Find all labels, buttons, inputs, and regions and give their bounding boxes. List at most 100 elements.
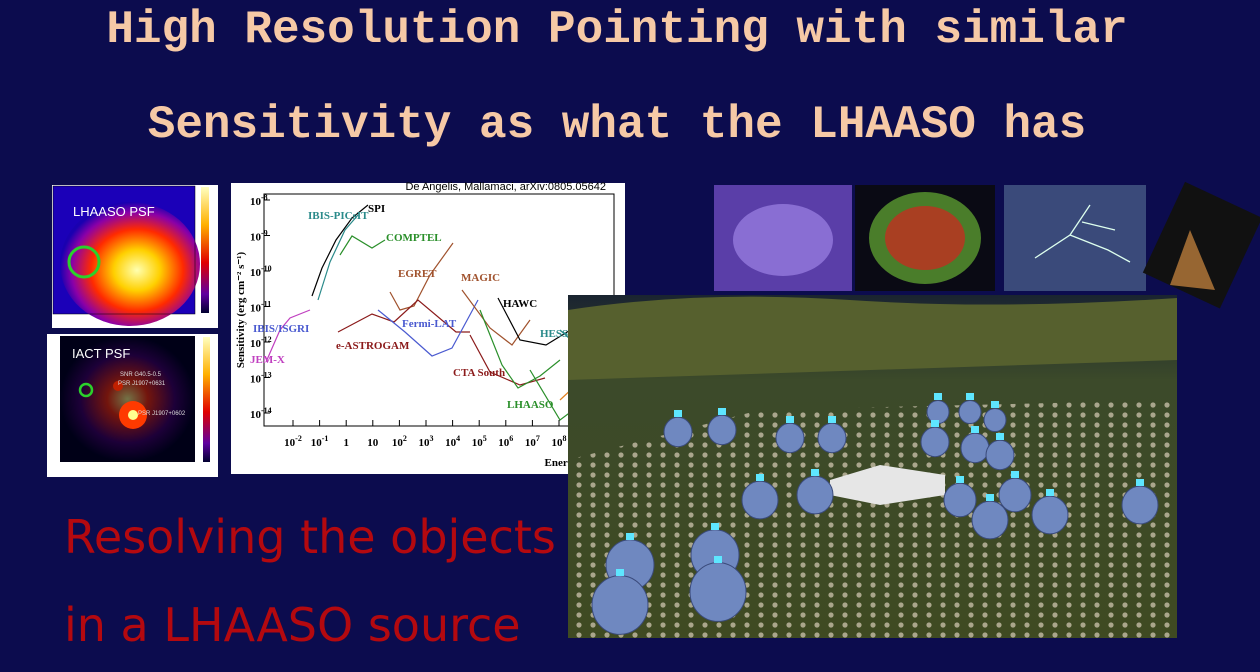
tick-base: 10 [419,437,431,449]
tick-base: 10 [525,437,537,449]
tick-exponent: 2 [403,434,407,443]
caption-line: in a LHAASO source [64,598,521,652]
tick-exponent: -8 [261,193,268,202]
tick-exponent: -11 [261,300,271,309]
telescope-camera [711,523,719,530]
telescope-camera [991,401,999,408]
telescope-camera [971,426,979,433]
tick-base: 10 [284,437,296,449]
tick-label: 104 [445,434,460,449]
telescope-camera [966,393,974,400]
telescope-camera [986,494,994,501]
instrument-label: EGRET [398,268,437,280]
y-axis-label: Sensitivity (erg cm⁻² s⁻¹) [235,252,247,369]
tick-label: 10-8 [250,193,268,208]
telescope-camera [996,433,1004,440]
title-line: Sensitivity as what the LHAASO has [148,99,1087,151]
tick-exponent: 7 [536,434,540,443]
telescope-camera [616,569,624,576]
tick-base: 10 [250,338,262,350]
tick-base: 10 [311,437,323,449]
constellation-lines [1034,204,1131,263]
telescope-dish [689,562,747,622]
telescope-camera [714,556,722,563]
instrument-label: Fermi-LAT [402,318,457,330]
telescope-dish [1031,495,1069,535]
tick-base: 10 [472,437,484,449]
tick-label: 10-2 [284,434,302,449]
tick-label: 107 [525,434,540,449]
tick-base: 10 [498,437,510,449]
lhaaso-psf-panel: LHAASO PSF [52,185,218,328]
telescope-camera [718,408,726,415]
telescope-dish [1121,485,1159,525]
tick-base: 10 [250,409,262,421]
instrument-label: IBIS-PICsIT [308,210,369,222]
tick-label: 10-11 [250,300,271,315]
array-render [568,295,1177,638]
tick-exponent: 6 [509,434,513,443]
telescope-camera [756,474,764,481]
telescope-camera [934,393,942,400]
remnant-core [885,206,965,270]
telescope-camera [828,416,836,423]
tick-label: 10-1 [311,434,329,449]
telescope-dish [663,416,693,448]
tick-base: 10 [392,437,404,449]
tick-base: 10 [250,232,262,244]
tick-label: 10-10 [250,264,272,279]
tick-label: 105 [472,434,487,449]
citation: De Angelis, Mallamaci, arXiv:0805.05642 [405,181,606,193]
telescope-camera [674,410,682,417]
tick-exponent: -13 [261,371,272,380]
tick-label: 1 [343,437,349,449]
tick-base: 10 [552,437,564,449]
telescope-camera [1136,479,1144,486]
tick-label: 10-13 [250,371,272,386]
tick-exponent: -9 [261,229,268,238]
instrument-label: e-ASTROGAM [336,340,410,352]
tick-label: 108 [552,434,567,449]
telescope-dish [591,575,649,635]
instrument-label: JEM-X [250,354,285,366]
telescope-dish [817,422,847,454]
tick-exponent: -10 [261,264,272,273]
source-label: SNR G40.5-0.5 [120,372,162,378]
tick-exponent: -2 [295,434,302,443]
telescope-camera [931,420,939,427]
iact-psf-panel: IACT PSF SNR G40.5-0.5 PSR J1907+0631 PS… [47,334,218,477]
tick-label: 10-12 [250,335,272,350]
tick-exponent: 4 [456,434,460,443]
telescope-camera [956,476,964,483]
tick-exponent: 8 [563,434,567,443]
tilted-image-beam [1170,230,1215,290]
nebula-glow [733,204,833,276]
tick-exponent: -12 [261,335,272,344]
tick-label: 10-14 [250,406,272,421]
instrument-label: HAWC [503,298,537,310]
tick-label: 106 [498,434,513,449]
tick-base: 10 [250,374,262,386]
source-label: PSR J1907+0631 [118,381,166,387]
telescope-dish [775,422,805,454]
instrument-label: IBIS/ISGRI [253,323,309,335]
telescope-dish [983,407,1007,433]
title-line: High Resolution Pointing with similar [106,4,1127,56]
telescope-camera [1011,471,1019,478]
tilted-image [1142,181,1260,309]
instrument-label: MAGIC [461,272,500,284]
telescope-dish [998,477,1032,513]
telescope-dish [985,439,1015,471]
instrument-label: CTA South [453,367,505,379]
tick-label: 103 [419,434,434,449]
tick-base: 10 [250,303,262,315]
telescope-dish [960,432,990,464]
tick-base: 10 [250,196,262,208]
telescope-dish [707,414,737,446]
telescope-dish [796,475,834,515]
panel-label: IACT PSF [72,346,130,361]
tick-exponent: -14 [261,406,272,415]
instrument-label: LHAASO [507,399,554,411]
tick-base: 10 [367,437,379,449]
